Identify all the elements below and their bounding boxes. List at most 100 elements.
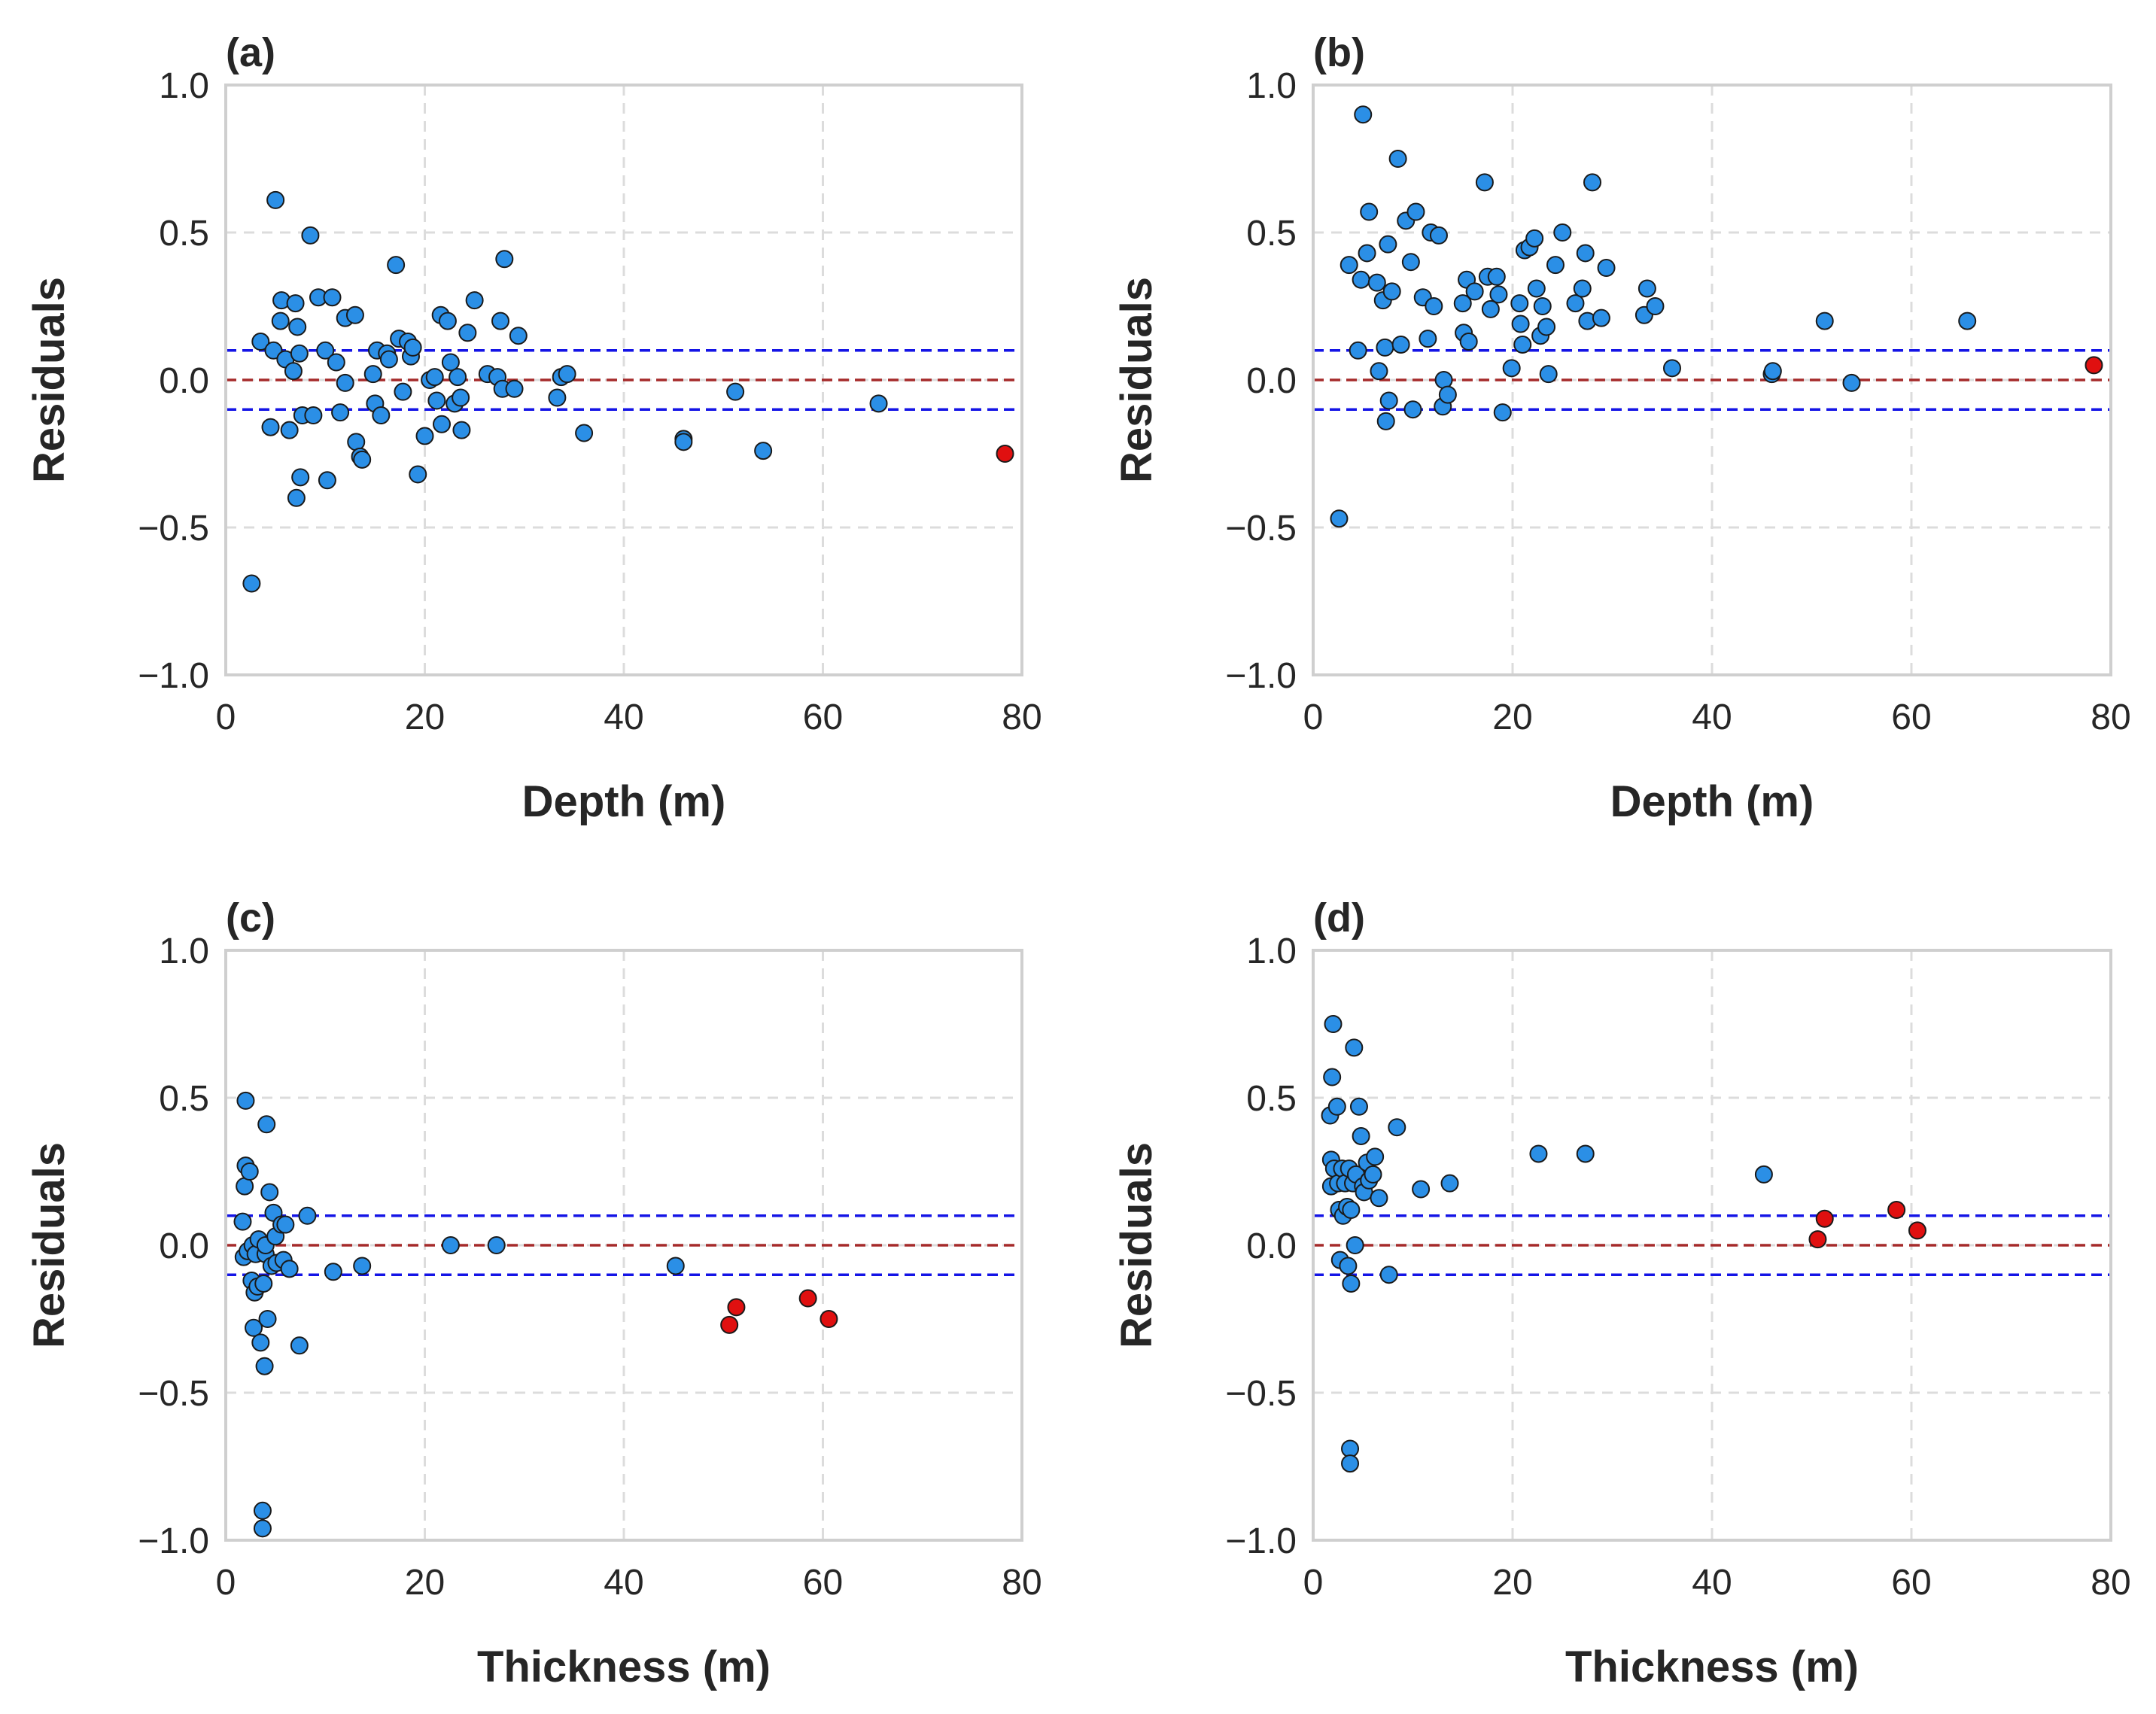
- outlier-point: [798, 1289, 817, 1308]
- data-point: [558, 365, 576, 384]
- data-point: [674, 433, 693, 451]
- x-tick-label: 60: [1891, 1563, 1931, 1603]
- x-tick-label: 60: [803, 697, 843, 737]
- data-point: [509, 327, 528, 345]
- y-tick-label: 1.0: [159, 66, 209, 106]
- x-tick-label: 20: [1492, 697, 1532, 737]
- data-point: [409, 465, 427, 484]
- x-tick-label: 80: [1002, 1563, 1042, 1603]
- y-tick-label: −0.5: [138, 509, 209, 549]
- data-point: [1502, 359, 1521, 378]
- data-point: [251, 333, 270, 351]
- panel-c: (c) Thickness (m) Residuals 0 20 40 60 80 1.0…: [25, 895, 1042, 1691]
- data-point: [1370, 1189, 1388, 1208]
- data-point: [379, 350, 398, 369]
- data-point: [253, 1501, 272, 1520]
- data-point: [1388, 150, 1407, 168]
- data-point: [432, 415, 451, 433]
- y-tick-label: −0.5: [138, 1374, 209, 1414]
- data-point: [1576, 244, 1595, 263]
- data-point: [1330, 509, 1349, 528]
- data-point: [1592, 308, 1610, 327]
- data-point: [1403, 400, 1422, 419]
- data-point: [1546, 256, 1565, 275]
- data-point: [258, 1310, 277, 1328]
- outlier-point: [727, 1298, 746, 1317]
- data-point: [255, 1357, 274, 1375]
- data-point: [331, 403, 350, 422]
- data-point: [286, 294, 305, 313]
- data-point: [1510, 294, 1529, 313]
- data-point: [1339, 1257, 1358, 1275]
- data-point: [1566, 294, 1585, 313]
- data-point: [465, 291, 484, 310]
- y-tick-label: 1.0: [159, 931, 209, 971]
- y-tick-label: −1.0: [138, 656, 209, 696]
- data-point: [495, 250, 514, 269]
- data-point: [1401, 253, 1420, 272]
- data-point: [236, 1091, 255, 1110]
- data-point: [298, 1206, 317, 1225]
- data-point: [1352, 270, 1370, 289]
- panel-d: (d) Thickness (m) Residuals 0 20 40 60 80 1.0…: [1112, 895, 2131, 1691]
- y-tick-label: 0.0: [159, 1226, 209, 1266]
- data-point: [1487, 267, 1506, 286]
- data-point: [452, 421, 471, 439]
- y-axis-label: Residuals: [1112, 277, 1161, 483]
- data-point: [261, 418, 280, 436]
- data-point: [316, 341, 335, 360]
- data-point: [1419, 330, 1437, 348]
- y-tick-label: 1.0: [1246, 66, 1297, 106]
- y-tick-label: 1.0: [1246, 931, 1297, 971]
- data-point: [1346, 1236, 1364, 1254]
- data-point: [441, 1236, 460, 1254]
- x-tick-label: 60: [1891, 697, 1931, 737]
- data-point: [1459, 333, 1478, 351]
- outlier-point: [1908, 1221, 1926, 1240]
- data-point: [242, 574, 261, 593]
- data-point: [254, 1274, 273, 1293]
- data-point: [1958, 311, 1977, 330]
- data-point: [1382, 282, 1401, 301]
- y-tick-label: 0.0: [159, 361, 209, 401]
- data-point: [260, 1183, 279, 1202]
- data-point: [288, 318, 307, 336]
- data-point: [666, 1257, 685, 1275]
- data-point: [1352, 1126, 1370, 1145]
- x-tick-label: 40: [604, 1563, 643, 1603]
- data-point: [726, 382, 745, 401]
- outlier-point: [1808, 1230, 1827, 1249]
- panel-b: (b) Depth (m) Residuals 0 20 40 60 80 1.0 0.5 0…: [1112, 30, 2131, 826]
- data-point: [1646, 297, 1665, 315]
- x-axis-label: Thickness (m): [477, 1643, 771, 1691]
- outlier-point: [820, 1310, 838, 1328]
- plot-frame: [224, 84, 1023, 676]
- data-point: [1815, 311, 1834, 330]
- x-tick-label: 80: [2091, 1563, 2130, 1603]
- data-point: [1364, 1165, 1382, 1184]
- data-point: [1376, 412, 1395, 430]
- x-tick-label: 40: [1692, 1563, 1732, 1603]
- data-point: [1367, 273, 1386, 292]
- x-tick-label: 0: [216, 697, 236, 737]
- data-point: [1438, 385, 1457, 404]
- data-point: [1553, 223, 1572, 242]
- plot-frame: [224, 949, 1023, 1542]
- data-point: [438, 311, 457, 330]
- data-point: [264, 341, 283, 360]
- data-point: [245, 1318, 263, 1337]
- data-point: [251, 1333, 270, 1352]
- data-point: [403, 338, 422, 357]
- data-point: [1533, 297, 1552, 315]
- x-tick-label: 20: [1492, 1563, 1532, 1603]
- data-point: [487, 1236, 506, 1254]
- data-point: [1354, 105, 1373, 124]
- data-point: [284, 362, 303, 381]
- data-point: [1539, 365, 1558, 384]
- data-point: [869, 394, 888, 413]
- data-point: [452, 388, 470, 407]
- data-point: [1493, 403, 1512, 422]
- y-tick-label: 0.5: [159, 1079, 209, 1119]
- data-point: [1481, 299, 1500, 318]
- x-tick-label: 40: [604, 697, 643, 737]
